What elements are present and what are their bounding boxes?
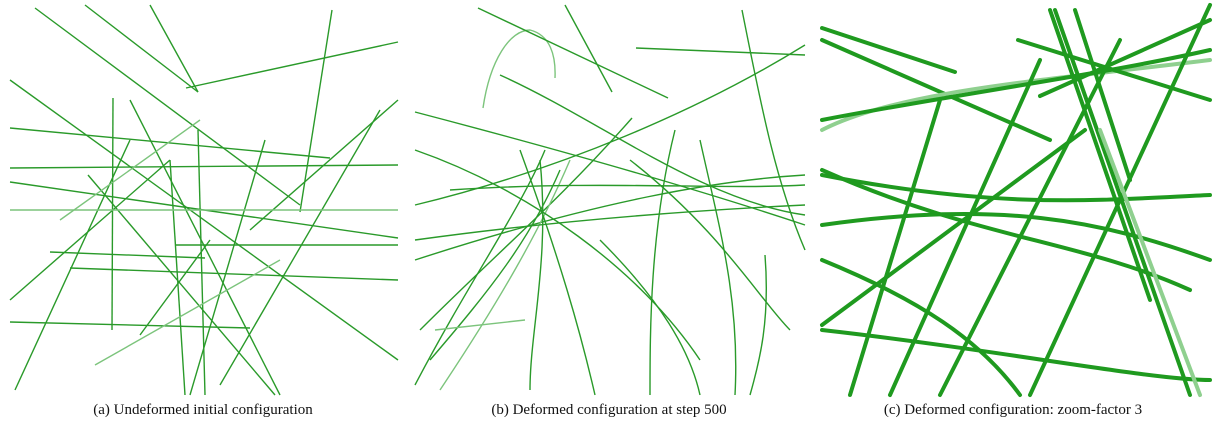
panel-c [822,5,1210,395]
panel-a [10,5,398,395]
panel-b [415,5,805,395]
panels [0,0,1214,400]
figure: (a) Undeformed initial configuration (b)… [0,0,1214,432]
caption: (a) Undeformed initial configuration [8,402,398,419]
caption: (b) Deformed configuration at step 500 [414,402,804,419]
caption: (c) Deformed configuration: zoom-factor … [818,402,1208,419]
